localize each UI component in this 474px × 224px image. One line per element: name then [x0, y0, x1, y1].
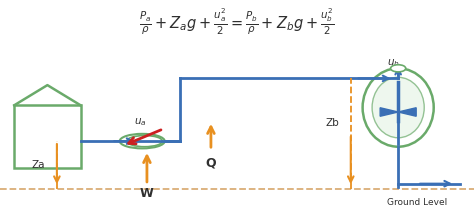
Text: $\frac{P_a}{\rho} + Z_a g + \frac{u_a^2}{2} = \frac{P_b}{\rho} + Z_b g + \frac{u: $\frac{P_a}{\rho} + Z_a g + \frac{u_a^2}…: [139, 7, 335, 37]
Text: Zb: Zb: [325, 118, 339, 128]
Polygon shape: [398, 108, 416, 116]
Text: Ground Level: Ground Level: [387, 198, 447, 207]
Text: $u_a$: $u_a$: [134, 116, 146, 128]
Polygon shape: [380, 108, 398, 116]
Text: Za: Za: [32, 160, 45, 170]
Ellipse shape: [372, 77, 424, 138]
Text: W: W: [140, 187, 154, 200]
Text: Q: Q: [206, 157, 216, 170]
Text: $u_b$: $u_b$: [387, 58, 400, 69]
Circle shape: [391, 65, 406, 72]
